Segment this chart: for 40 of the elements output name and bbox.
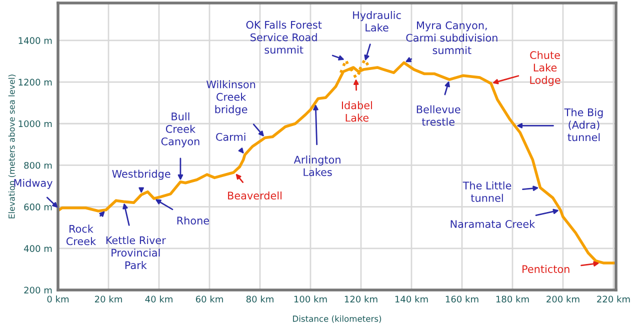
x-tick-label: 100 km <box>294 296 327 303</box>
annotation: Bull Creek Canyon <box>161 112 200 148</box>
x-tick-label: 160 km <box>446 296 478 303</box>
y-tick-label: 600 m <box>24 204 52 210</box>
x-axis-title: Distance (kilometers) <box>293 315 382 323</box>
annotation: Arlington Lakes <box>294 156 340 176</box>
y-tick-label: 1400 m <box>18 37 52 44</box>
x-tick-label: 60 km <box>196 296 223 303</box>
x-tick-label: 140 km <box>395 296 428 303</box>
annotation: OK Falls Forest Service Road summit <box>246 20 322 54</box>
x-tick-label: 200 km <box>546 296 580 303</box>
annotation: Penticton <box>522 264 570 273</box>
annotation: Carmi <box>216 132 246 141</box>
x-tick-label: 0 km <box>47 296 69 303</box>
y-tick-label: 1200 m <box>18 78 52 86</box>
x-tick-label: 180 km <box>496 296 529 303</box>
annotation: The Big (Adra) tunnel <box>564 108 603 142</box>
x-tick-label: 20 km <box>94 296 122 303</box>
y-tick-label: 200 m <box>24 286 52 294</box>
annotation: Idabel Lake <box>342 101 372 122</box>
annotation: The Little tunnel <box>462 181 512 202</box>
annotation: Kettle River Provincial Park <box>106 236 166 270</box>
annotation: Hydraulic Lake <box>353 11 401 32</box>
x-tick-label: 40 km <box>145 296 172 303</box>
annotation: Chute Lake Lodge <box>530 50 560 86</box>
annotation: Beaverdell <box>228 191 282 200</box>
annotation: Midway <box>14 178 52 189</box>
annotation: Wilkinson Creek bridge <box>206 80 256 116</box>
annotation: Naramata Creek <box>450 220 536 228</box>
annotation: Westbridge <box>112 170 170 180</box>
y-tick-label: 1000 m <box>18 120 52 128</box>
x-tick-label: 80 km <box>246 296 274 303</box>
x-tick-label: 220 km <box>597 296 630 303</box>
annotation: Rhone <box>177 216 210 225</box>
annotation: Bellevue trestle <box>416 105 460 126</box>
annotation: Rock Creek <box>66 224 96 246</box>
y-tick-label: 800 m <box>24 162 52 169</box>
y-tick-label: 400 m <box>24 245 52 252</box>
x-tick-label: 120 km <box>344 296 378 303</box>
annotation: Myra Canyon, Carmi subdivision summit <box>406 21 498 54</box>
